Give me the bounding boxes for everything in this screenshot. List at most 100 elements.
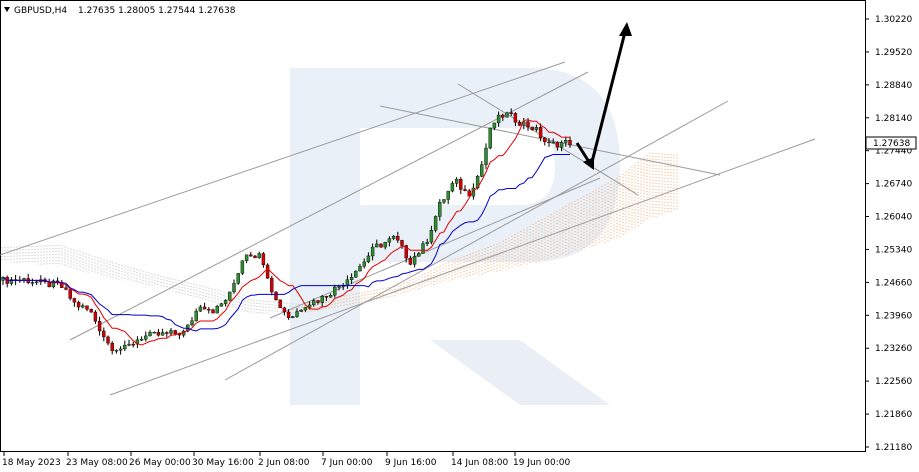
bull-candle — [299, 309, 303, 312]
x-tick-label: 23 May 08:00 — [66, 458, 128, 468]
x-tick-label: 9 Jun 16:00 — [385, 458, 437, 468]
bear-candle — [261, 253, 266, 266]
bear-candle — [396, 236, 400, 241]
bull-candle — [345, 279, 350, 286]
trend-line — [224, 100, 729, 381]
bull-candle — [375, 243, 379, 248]
bear-candle — [526, 121, 530, 128]
bull-candle — [320, 296, 324, 303]
x-tick-label: 18 May 2023 — [2, 458, 61, 468]
bear-candle — [543, 137, 547, 143]
bear-candle — [509, 112, 513, 114]
bull-candle — [370, 246, 375, 257]
bear-candle — [202, 306, 207, 310]
bull-candle — [169, 330, 173, 334]
bull-candle — [328, 295, 333, 298]
bull-candle — [30, 282, 35, 284]
y-tick-label: 1.28840 — [875, 81, 912, 91]
bull-candle — [442, 199, 446, 203]
y-tick-label: 1.27440 — [875, 147, 912, 157]
bull-candle — [123, 345, 127, 350]
trend-line — [457, 83, 639, 196]
bear-candle — [379, 243, 383, 248]
bull-candle — [291, 316, 295, 318]
y-tick-label: 1.23260 — [875, 344, 912, 354]
bear-candle — [110, 342, 114, 351]
chart-header: GBPUSD,H4 1.27635 1.28005 1.27544 1.2763… — [4, 6, 236, 16]
y-tick-label: 1.24660 — [875, 278, 912, 288]
bull-candle — [139, 339, 144, 341]
bull-candle — [551, 142, 555, 144]
bear-candle — [93, 311, 98, 322]
x-tick-label: 2 Jun 08:00 — [258, 458, 310, 468]
bull-candle — [559, 142, 564, 148]
bull-candle — [215, 306, 219, 314]
bull-candle — [307, 304, 312, 308]
bull-candle — [194, 310, 198, 322]
bull-candle — [412, 256, 417, 265]
x-tick-label: 19 Jun 00:00 — [513, 458, 570, 468]
bull-candle — [257, 253, 261, 259]
bull-candle — [34, 281, 39, 284]
bear-candle — [286, 311, 291, 318]
collapse-triangle-icon[interactable] — [4, 7, 10, 12]
y-tick-label: 1.26740 — [875, 180, 912, 190]
bear-candle — [408, 257, 413, 265]
x-tick-label: 7 Jun 00:00 — [321, 458, 373, 468]
watermark-logo — [290, 68, 620, 405]
bear-candle — [211, 309, 215, 314]
bull-candle — [446, 190, 450, 200]
bull-candle — [450, 183, 455, 192]
bear-candle — [282, 307, 287, 313]
bull-candle — [148, 332, 152, 337]
bear-candle — [102, 330, 106, 338]
bull-candle — [480, 164, 484, 177]
bear-candle — [316, 300, 320, 303]
bull-candle — [51, 280, 56, 288]
trend-line — [269, 177, 601, 319]
bear-candle — [555, 142, 560, 148]
bear-candle — [97, 321, 102, 332]
y-tick-label: 1.23960 — [875, 311, 912, 321]
bull-candle — [333, 286, 337, 296]
kijun-sen-line — [2, 153, 570, 332]
bear-candle — [265, 264, 270, 279]
bull-candle — [433, 216, 438, 231]
bull-candle — [492, 122, 497, 129]
bear-candle — [165, 332, 169, 334]
bull-candle — [366, 255, 371, 263]
bull-candle — [244, 254, 249, 261]
bull-candle — [454, 179, 459, 184]
bull-candle — [425, 241, 429, 244]
candlesticks — [1, 108, 572, 355]
x-tick-label: 14 Jun 08:00 — [451, 458, 508, 468]
y-tick-label: 1.29520 — [875, 48, 912, 58]
bear-candle — [89, 309, 93, 313]
bear-candle — [76, 301, 81, 308]
current-price-label: 1.27638 — [873, 139, 910, 149]
y-tick-label: 1.22560 — [875, 377, 912, 387]
bull-candle — [232, 283, 236, 293]
bull-candle — [9, 279, 14, 284]
bull-candle — [564, 139, 568, 143]
bear-candle — [64, 287, 68, 290]
bull-candle — [236, 273, 240, 284]
y-tick-label: 1.25340 — [875, 245, 912, 255]
y-tick-label: 1.21180 — [875, 443, 912, 453]
tenkan-sen-line — [2, 119, 570, 346]
ichimoku-cloud — [1, 152, 678, 314]
bear-candle — [513, 113, 518, 123]
bull-candle — [190, 320, 194, 326]
trend-line — [109, 138, 816, 396]
x-tick-label: 30 May 16:00 — [192, 458, 254, 468]
bull-candle — [152, 332, 156, 334]
bear-candle — [173, 330, 177, 334]
bear-candle — [568, 139, 572, 146]
bull-candle — [358, 266, 362, 272]
bull-candle — [240, 260, 245, 274]
time-axis: 18 May 2023 23 May 08:00 26 May 00:00 30 Ma… — [2, 452, 570, 468]
bear-candle — [274, 291, 278, 301]
y-tick-label: 1.30220 — [875, 15, 912, 25]
bear-candle — [538, 127, 543, 138]
